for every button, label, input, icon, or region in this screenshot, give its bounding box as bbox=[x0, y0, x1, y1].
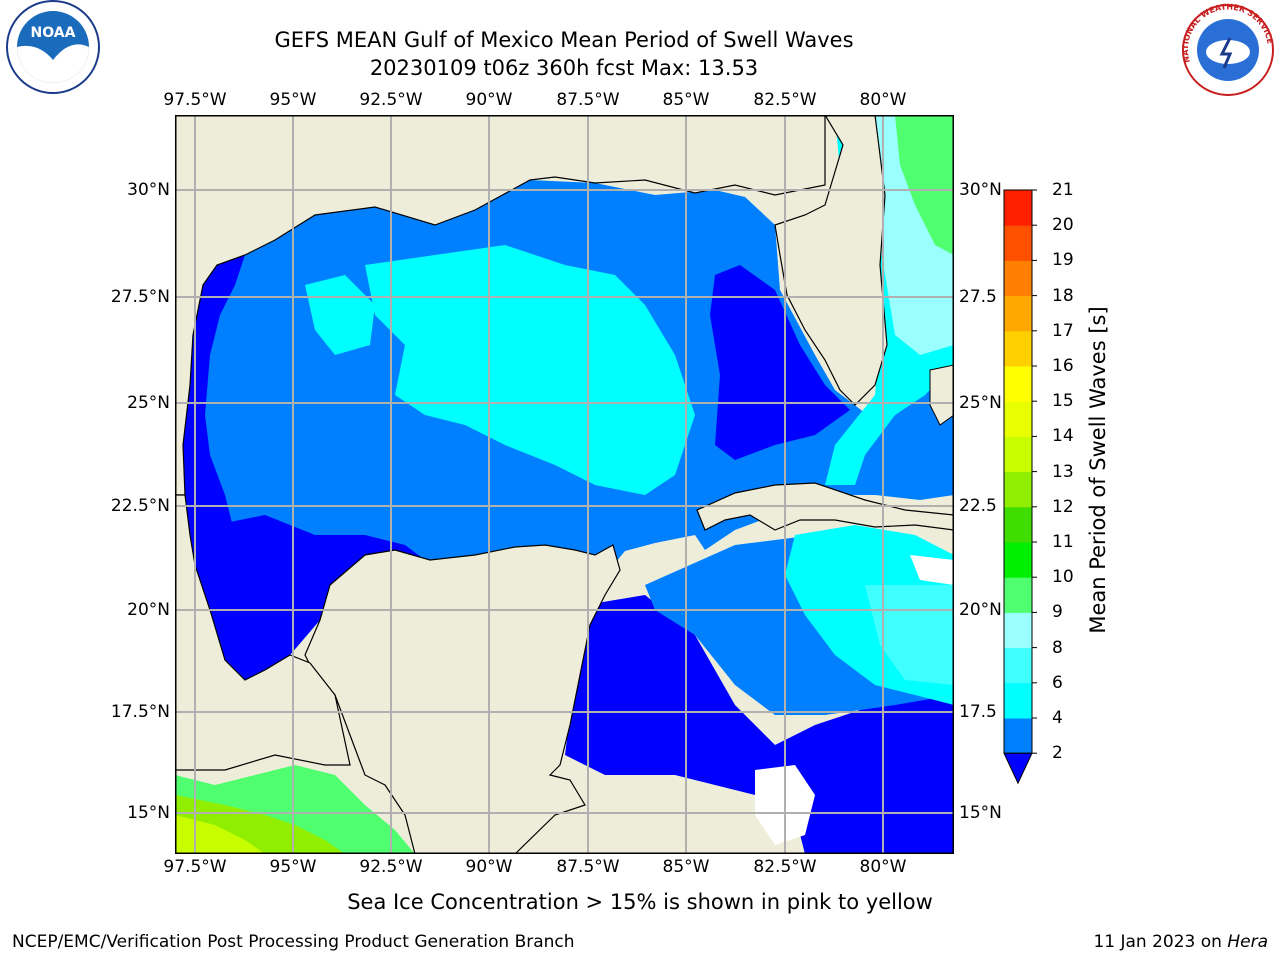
lat-label-right: 17.5 bbox=[959, 702, 997, 722]
colorbar-tick-label: 15 bbox=[1052, 391, 1074, 412]
colorbar-bin bbox=[1004, 330, 1032, 367]
colorbar-bin bbox=[1004, 366, 1032, 402]
colorbar-bin bbox=[1004, 260, 1032, 297]
lon-label-bottom: 87.5°W bbox=[556, 857, 620, 877]
lon-label-top: 80°W bbox=[859, 90, 907, 110]
footer-date-text: 11 Jan 2023 on bbox=[1093, 932, 1228, 952]
colorbar-tick-label: 13 bbox=[1052, 461, 1074, 482]
footer-branch: NCEP/EMC/Verification Post Processing Pr… bbox=[12, 932, 575, 952]
colorbar-tick-label: 6 bbox=[1052, 672, 1063, 693]
lon-label-bottom: 85°W bbox=[662, 857, 710, 877]
yucatan-land bbox=[304, 544, 621, 854]
lat-label-left: 30°N bbox=[127, 180, 170, 200]
caribbean-deep bbox=[565, 595, 954, 854]
lon-label-top: 92.5°W bbox=[359, 90, 423, 110]
lat-label-right: 15°N bbox=[959, 803, 1002, 823]
map-panel bbox=[175, 115, 954, 854]
map-frame bbox=[175, 115, 954, 854]
colorbar-bin bbox=[1004, 682, 1032, 719]
colorbar-tick-label: 18 bbox=[1052, 285, 1074, 306]
graticule bbox=[175, 115, 954, 854]
colorbar-tick-label: 8 bbox=[1052, 637, 1063, 658]
lat-label-right: 20°N bbox=[959, 600, 1002, 620]
lat-label-left: 25°N bbox=[127, 393, 170, 413]
colorbar-tick-label: 10 bbox=[1052, 567, 1074, 588]
lon-label-bottom: 97.5°W bbox=[163, 857, 227, 877]
colorbar-bin bbox=[1004, 647, 1032, 684]
us-gulf-coast-land bbox=[175, 115, 826, 496]
lat-label-right: 27.5 bbox=[959, 287, 997, 307]
colorbar-bin bbox=[1004, 190, 1032, 226]
lat-label-left: 22.5°N bbox=[110, 496, 170, 516]
colorbar-bin bbox=[1004, 225, 1032, 261]
central-cyan bbox=[365, 245, 695, 495]
colorbar-extend-triangle bbox=[1003, 752, 1033, 785]
east-green-patch bbox=[895, 115, 954, 255]
lat-label-left: 17.5°N bbox=[110, 702, 170, 722]
cyan-patch-west bbox=[305, 275, 375, 355]
colorbar-tick-label: 11 bbox=[1052, 532, 1074, 552]
pacific-yellow bbox=[175, 815, 265, 854]
sea-ice-note: Sea Ice Concentration > 15% is shown in … bbox=[347, 890, 933, 914]
colorbar-bin bbox=[1004, 718, 1032, 754]
colorbar-tick-label: 21 bbox=[1052, 180, 1074, 200]
lat-label-right: 25°N bbox=[959, 393, 1002, 413]
lon-label-bottom: 90°W bbox=[465, 857, 513, 877]
footer-date: 11 Jan 2023 on Hera bbox=[1093, 932, 1268, 952]
lat-label-left: 15°N bbox=[127, 803, 170, 823]
noaa-logo: NOAA bbox=[6, 0, 100, 94]
lat-label-right: 30°N bbox=[959, 180, 1002, 200]
chart-subtitle: 20230109 t06z 360h fcst Max: 13.53 bbox=[369, 56, 759, 80]
colorbar-tick-label: 14 bbox=[1052, 426, 1074, 447]
lon-label-bottom: 92.5°W bbox=[359, 857, 423, 877]
colorbar-bin bbox=[1004, 542, 1032, 578]
colorbar-bin bbox=[1004, 436, 1032, 473]
lon-label-top: 90°W bbox=[465, 90, 513, 110]
lon-label-top: 87.5°W bbox=[556, 90, 620, 110]
colorbar-bin bbox=[1004, 506, 1032, 543]
colorbar-bin bbox=[1004, 577, 1032, 613]
colorbar-bin bbox=[1004, 612, 1032, 649]
mexico-west-land bbox=[175, 494, 351, 771]
colorbar bbox=[1003, 189, 1037, 785]
lon-label-top: 97.5°W bbox=[163, 90, 227, 110]
colorbar-tick-label: 2 bbox=[1052, 743, 1063, 764]
lon-label-bottom: 80°W bbox=[859, 857, 907, 877]
colorbar-label: Mean Period of Swell Waves [s] bbox=[1086, 306, 1110, 634]
noaa-logo-text: NOAA bbox=[31, 25, 76, 41]
bahamas-land bbox=[929, 364, 954, 426]
lon-label-bottom: 82.5°W bbox=[753, 857, 817, 877]
east-deep-blue bbox=[710, 265, 850, 460]
lon-label-top: 85°W bbox=[662, 90, 710, 110]
chart-title: GEFS MEAN Gulf of Mexico Mean Period of … bbox=[274, 28, 854, 52]
lat-label-left: 27.5°N bbox=[110, 287, 170, 307]
colorbar-bin bbox=[1004, 401, 1032, 437]
hispaniola-white bbox=[910, 555, 954, 585]
footer-host: Hera bbox=[1227, 932, 1268, 952]
lon-label-top: 95°W bbox=[269, 90, 317, 110]
colorbar-tick-label: 17 bbox=[1052, 320, 1074, 341]
lon-label-top: 82.5°W bbox=[753, 90, 817, 110]
lon-label-bottom: 95°W bbox=[269, 857, 317, 877]
colorbar-bin bbox=[1004, 471, 1032, 508]
colorbar-bin bbox=[1004, 295, 1032, 332]
colorbar-tick-label: 4 bbox=[1052, 708, 1063, 728]
colorbar-tick-label: 20 bbox=[1052, 215, 1074, 236]
colorbar-tick-label: 16 bbox=[1052, 356, 1074, 376]
colorbar-tick-label: 19 bbox=[1052, 250, 1074, 271]
nws-logo: NATIONAL WEATHER SERVICE bbox=[1181, 2, 1275, 96]
colorbar-tick-label: 12 bbox=[1052, 496, 1074, 517]
lat-label-left: 20°N bbox=[127, 600, 170, 620]
colorbar-tick-label: 9 bbox=[1052, 602, 1063, 623]
lat-label-right: 22.5 bbox=[959, 496, 997, 516]
